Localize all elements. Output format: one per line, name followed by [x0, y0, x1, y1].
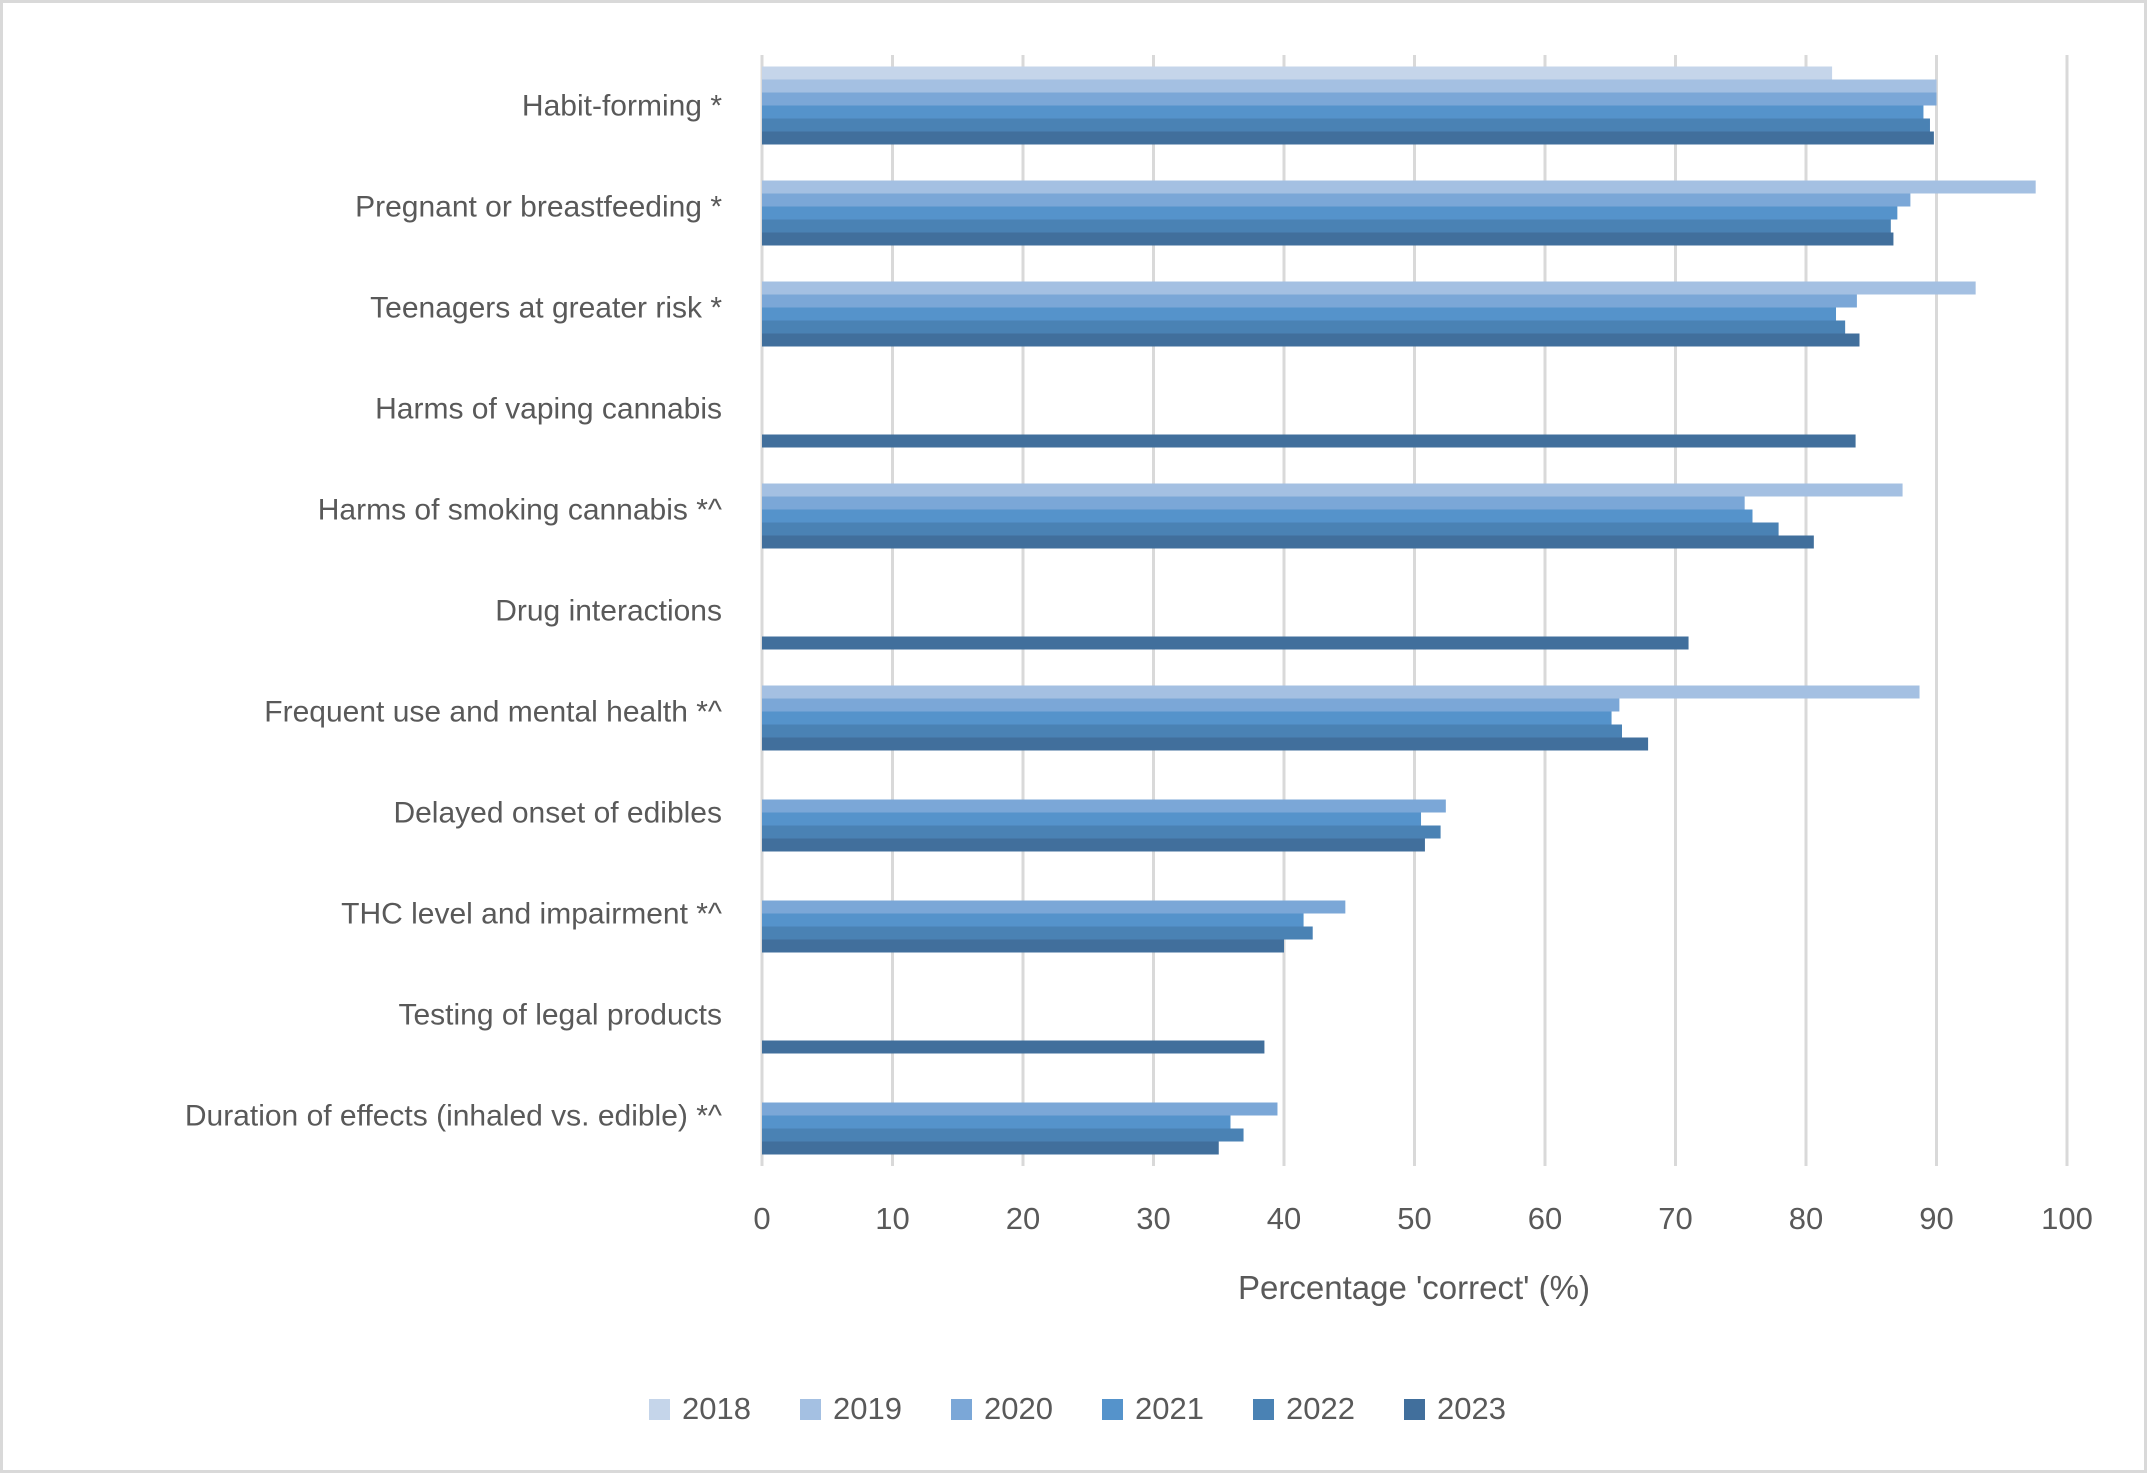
legend-swatch [800, 1399, 821, 1420]
bar-2023 [762, 232, 1894, 246]
category-label: Delayed onset of edibles [393, 797, 722, 830]
x-tick-labels: 0 10 20 30 40 50 60 70 80 90 100 [753, 1201, 2092, 1236]
legend-label: 2019 [833, 1391, 902, 1426]
legend-swatch [951, 1399, 972, 1420]
legend-swatch [649, 1399, 670, 1420]
x-tick-label: 80 [1789, 1201, 1823, 1236]
category-label: Teenagers at greater risk * [370, 292, 722, 325]
legend-label: 2023 [1437, 1391, 1506, 1426]
bar-2020 [762, 900, 1346, 914]
x-tick-label: 20 [1006, 1201, 1040, 1236]
category-label: Harms of vaping cannabis [375, 393, 722, 426]
bar-2020 [762, 193, 1911, 207]
bar-2021 [762, 1115, 1231, 1129]
legend-item-2021: 2021 [1102, 1391, 1204, 1426]
x-axis-title: Percentage 'correct' (%) [1238, 1269, 1590, 1306]
bar-2021 [762, 307, 1837, 321]
bar-2020 [762, 294, 1857, 308]
category-label: THC level and impairment *^ [341, 898, 722, 931]
bar-2022 [762, 1128, 1244, 1142]
bar-2022 [762, 522, 1779, 536]
x-tick-label: 60 [1528, 1201, 1562, 1236]
category-label: Drug interactions [495, 595, 722, 628]
bar-2019 [762, 180, 2036, 194]
legend-label: 2021 [1135, 1391, 1204, 1426]
bar-2021 [762, 913, 1304, 927]
legend-item-2018: 2018 [649, 1391, 751, 1426]
x-tick-label: 50 [1397, 1201, 1431, 1236]
bar-2023 [762, 535, 1814, 549]
category-label: Frequent use and mental health *^ [264, 696, 722, 729]
legend-swatch [1102, 1399, 1123, 1420]
bar-2021 [762, 509, 1753, 523]
bar-2023 [762, 131, 1934, 145]
bar-2022 [762, 926, 1313, 940]
bar-2023 [762, 333, 1860, 347]
bar-2023 [762, 434, 1856, 448]
legend-item-2019: 2019 [800, 1391, 902, 1426]
category-label: Pregnant or breastfeeding * [355, 191, 722, 224]
bar-2022 [762, 118, 1930, 132]
bar-2023 [762, 1141, 1219, 1155]
x-tick-label: 90 [1919, 1201, 1953, 1236]
bar-chart: Habit-forming * Pregnant or breastfeeding… [185, 55, 2093, 1426]
legend: 2018 2019 2020 2021 2022 2023 [649, 1391, 1506, 1426]
bar-2021 [762, 206, 1898, 220]
bar-2023 [762, 939, 1284, 953]
legend-label: 2020 [984, 1391, 1053, 1426]
bar-2020 [762, 92, 1937, 106]
bar-2023 [762, 838, 1425, 852]
bar-2018 [762, 66, 1833, 80]
bar-2020 [762, 496, 1745, 510]
bar-2019 [762, 281, 1976, 295]
bar-2023 [762, 1040, 1265, 1054]
x-tick-label: 100 [2041, 1201, 2093, 1236]
legend-item-2023: 2023 [1404, 1391, 1506, 1426]
x-tick-label: 0 [753, 1201, 770, 1236]
x-tick-label: 40 [1267, 1201, 1301, 1236]
category-label: Habit-forming * [522, 90, 722, 123]
legend-item-2020: 2020 [951, 1391, 1053, 1426]
legend-swatch [1404, 1399, 1425, 1420]
bar-2022 [762, 724, 1622, 738]
bar-2021 [762, 105, 1924, 119]
bar-2020 [762, 799, 1446, 813]
bar-2023 [762, 737, 1649, 751]
bar-2022 [762, 320, 1846, 334]
legend-label: 2018 [682, 1391, 751, 1426]
legend-swatch [1253, 1399, 1274, 1420]
bar-2023 [762, 636, 1689, 650]
bar-2020 [762, 1102, 1278, 1116]
x-tick-label: 10 [875, 1201, 909, 1236]
bars [762, 66, 2036, 1155]
bar-2019 [762, 79, 1937, 93]
bar-2022 [762, 219, 1891, 233]
bar-2021 [762, 812, 1422, 826]
bar-2022 [762, 825, 1441, 839]
category-label: Testing of legal products [398, 999, 722, 1032]
x-tick-label: 70 [1658, 1201, 1692, 1236]
bar-2019 [762, 685, 1920, 699]
legend-item-2022: 2022 [1253, 1391, 1355, 1426]
legend-label: 2022 [1286, 1391, 1355, 1426]
category-label: Harms of smoking cannabis *^ [318, 494, 722, 527]
bar-2020 [762, 698, 1620, 712]
category-label: Duration of effects (inhaled vs. edible)… [185, 1100, 722, 1133]
category-labels: Habit-forming * Pregnant or breastfeeding… [185, 90, 722, 1133]
bar-2019 [762, 483, 1903, 497]
bar-2021 [762, 711, 1612, 725]
x-tick-label: 30 [1136, 1201, 1170, 1236]
